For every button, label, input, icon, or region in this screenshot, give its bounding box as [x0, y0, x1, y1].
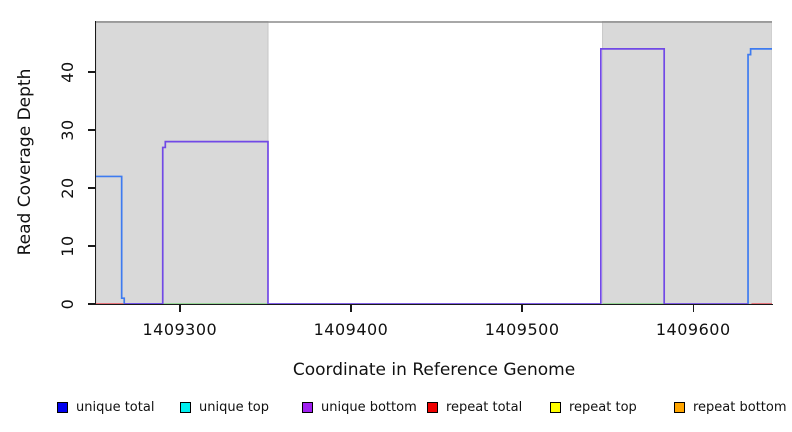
shaded-region — [602, 21, 772, 304]
legend-item-repeat-top: repeat top — [550, 400, 637, 415]
plot-canvas — [96, 21, 772, 304]
x-axis-title: Coordinate in Reference Genome — [292, 360, 576, 380]
x-axis-line — [94, 303, 773, 305]
legend-label: unique bottom — [321, 400, 417, 415]
repeat-total-swatch-icon — [427, 402, 438, 413]
x-tick-mark — [692, 305, 695, 312]
series-unique-bottom — [124, 47, 749, 304]
x-tick-mark — [179, 305, 181, 312]
repeat-top-swatch-icon — [550, 402, 561, 413]
legend-label: unique total — [76, 400, 155, 415]
legend-item-unique-total: unique total — [57, 400, 154, 415]
y-tick-mark — [88, 129, 95, 131]
x-tick-label: 1409300 — [142, 320, 218, 339]
legend-label: repeat top — [569, 400, 637, 415]
legend-item-repeat-total: repeat total — [427, 400, 522, 415]
legend-label: repeat bottom — [693, 400, 787, 415]
x-tick-label: 1409500 — [484, 320, 560, 339]
legend-label: unique top — [199, 400, 270, 415]
x-tick-label: 1409600 — [655, 320, 731, 339]
unique-top-swatch-icon — [180, 402, 191, 413]
unique-total-swatch-icon — [57, 402, 68, 413]
legend-label: repeat total — [446, 400, 523, 415]
y-tick-mark — [88, 187, 95, 189]
x-tick-label: 1409400 — [313, 320, 389, 339]
legend-item-repeat-bottom: repeat bottom — [674, 400, 787, 415]
plot-area — [96, 21, 772, 304]
legend-item-unique-bottom: unique bottom — [302, 400, 417, 415]
y-tick-label: 40 — [58, 61, 77, 83]
legend-item-unique-top: unique top — [180, 400, 269, 415]
y-tick-mark — [88, 71, 95, 73]
shaded-region — [96, 21, 269, 304]
y-axis-title: Read Coverage Depth — [15, 68, 35, 256]
y-tick-mark — [88, 303, 95, 305]
y-tick-mark — [88, 245, 95, 247]
unique-bottom-swatch-icon — [302, 402, 313, 413]
series-unique-total — [96, 175, 163, 304]
series-unique-total — [747, 47, 772, 304]
y-axis-line — [94, 21, 96, 305]
legend: unique total unique top unique bottom re… — [0, 398, 792, 420]
x-tick-mark — [350, 305, 352, 312]
repeat-bottom-swatch-icon — [674, 402, 685, 413]
x-tick-mark — [521, 305, 523, 312]
